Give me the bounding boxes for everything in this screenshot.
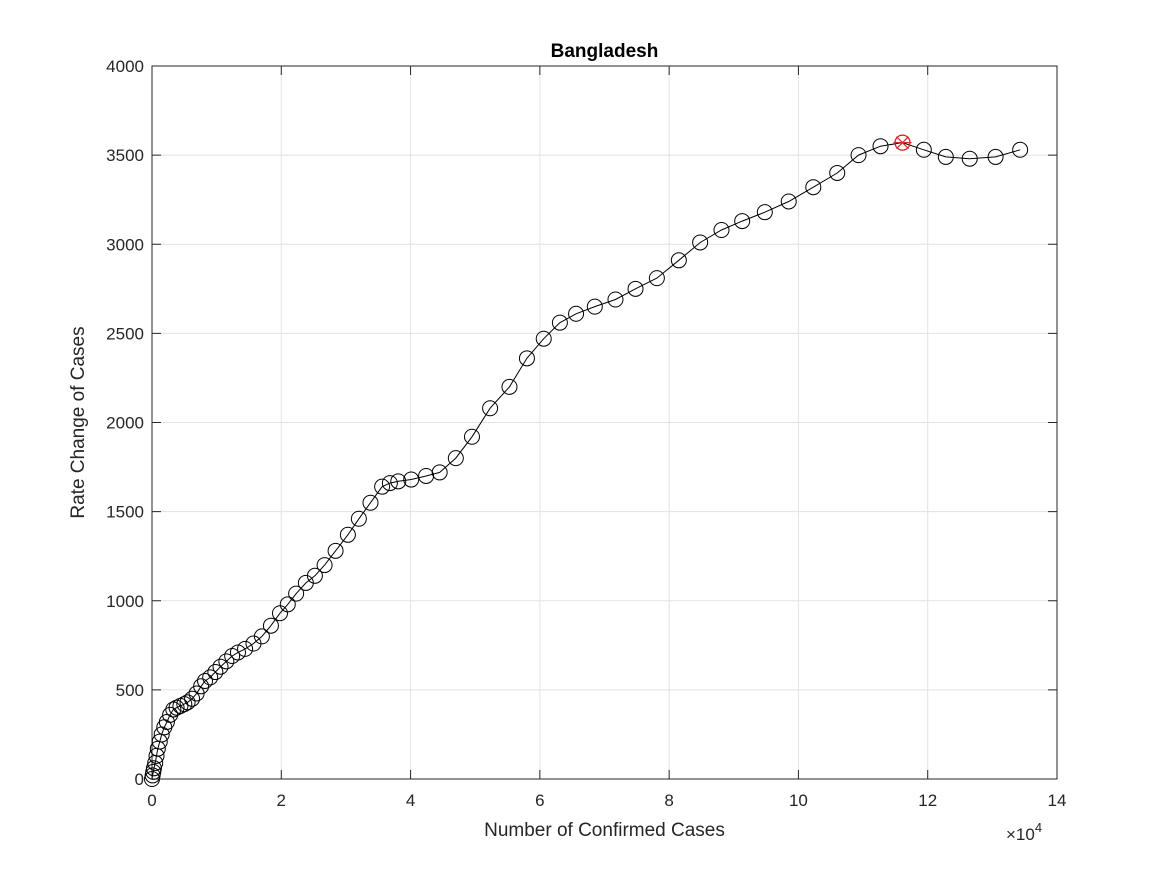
- data-point: [262, 617, 279, 634]
- data-point: [184, 690, 201, 707]
- data-point: [288, 585, 305, 602]
- data-point: [692, 234, 709, 251]
- grid-lines: [151, 65, 1058, 780]
- data-point: [937, 148, 954, 165]
- data-point: [987, 148, 1004, 165]
- data-point: [212, 658, 229, 675]
- data-point: [403, 471, 420, 488]
- x-tick-label: 8: [664, 791, 673, 810]
- data-point: [850, 147, 867, 164]
- data-point: [961, 150, 978, 167]
- data-point: [872, 138, 889, 155]
- x-tick-label: 4: [406, 791, 415, 810]
- data-point: [350, 510, 367, 527]
- data-point: [229, 644, 246, 661]
- data-point: [670, 252, 687, 269]
- data-point: [627, 280, 644, 297]
- y-tick-label: 3500: [106, 146, 144, 165]
- data-point: [279, 596, 296, 613]
- data-series: [144, 134, 1029, 787]
- data-point: [381, 475, 398, 492]
- data-point: [463, 428, 480, 445]
- data-point: [756, 204, 773, 221]
- y-tick-label: 2500: [106, 324, 144, 343]
- data-point: [316, 557, 333, 574]
- data-point: [193, 678, 210, 695]
- axis-ticks: 0 2 4 6 8 10 12 14 0 500 1000 1500 2000 2500 3000 3500 4…: [106, 57, 1066, 810]
- data-point: [145, 760, 162, 777]
- data-point: [431, 464, 448, 481]
- data-point: [648, 270, 665, 287]
- data-point: [172, 697, 189, 714]
- chart-title: Bangladesh: [551, 41, 659, 62]
- data-point: [829, 164, 846, 181]
- data-point: [202, 669, 219, 686]
- data-point: [607, 291, 624, 308]
- x-tick-label: 2: [277, 791, 286, 810]
- x-tick-label: 0: [147, 791, 156, 810]
- x-tick-label: 12: [918, 791, 937, 810]
- data-point: [168, 699, 185, 716]
- data-point: [207, 664, 224, 681]
- x-axis-exponent-base: ×10: [1006, 825, 1035, 844]
- data-point: [197, 672, 214, 689]
- y-tick-label: 1500: [106, 503, 144, 522]
- data-point: [374, 478, 391, 495]
- data-point: [218, 653, 235, 670]
- y-tick-label: 2000: [106, 414, 144, 433]
- data-point: [306, 567, 323, 584]
- y-tick-label: 3000: [106, 235, 144, 254]
- y-tick-label: 500: [116, 681, 144, 700]
- data-point: [390, 473, 407, 490]
- data-point: [805, 179, 822, 196]
- data-point: [1012, 141, 1029, 158]
- data-point: [327, 542, 344, 559]
- data-point: [551, 314, 568, 331]
- data-point: [915, 141, 932, 158]
- x-tick-label: 6: [535, 791, 544, 810]
- data-point: [535, 330, 552, 347]
- data-point: [568, 305, 585, 322]
- data-point: [179, 694, 196, 711]
- data-point: [780, 193, 797, 210]
- data-point: [734, 213, 751, 230]
- x-axis-label: Number of Confirmed Cases: [484, 820, 725, 841]
- y-tick-label: 1000: [106, 592, 144, 611]
- data-point: [237, 640, 254, 657]
- data-point: [586, 298, 603, 315]
- data-point: [482, 400, 499, 417]
- x-tick-label: 14: [1048, 791, 1067, 810]
- data-point: [176, 696, 193, 713]
- y-tick-label: 0: [135, 770, 144, 789]
- y-axis-label: Rate Change of Cases: [68, 326, 89, 518]
- peak-marker: [893, 134, 912, 151]
- x-axis-exponent: ×104: [1006, 820, 1042, 844]
- y-tick-label: 4000: [106, 57, 144, 76]
- data-point: [253, 628, 270, 645]
- data-point: [339, 526, 356, 543]
- data-point: [447, 450, 464, 467]
- data-point: [362, 494, 379, 511]
- data-point: [518, 350, 535, 367]
- data-point: [165, 701, 182, 718]
- data-point: [151, 733, 168, 750]
- data-point: [501, 378, 518, 395]
- x-axis-exponent-power: 4: [1035, 820, 1042, 835]
- series-line: [151, 142, 1021, 780]
- x-tick-label: 10: [789, 791, 808, 810]
- data-point: [713, 221, 730, 238]
- data-point: [158, 713, 175, 730]
